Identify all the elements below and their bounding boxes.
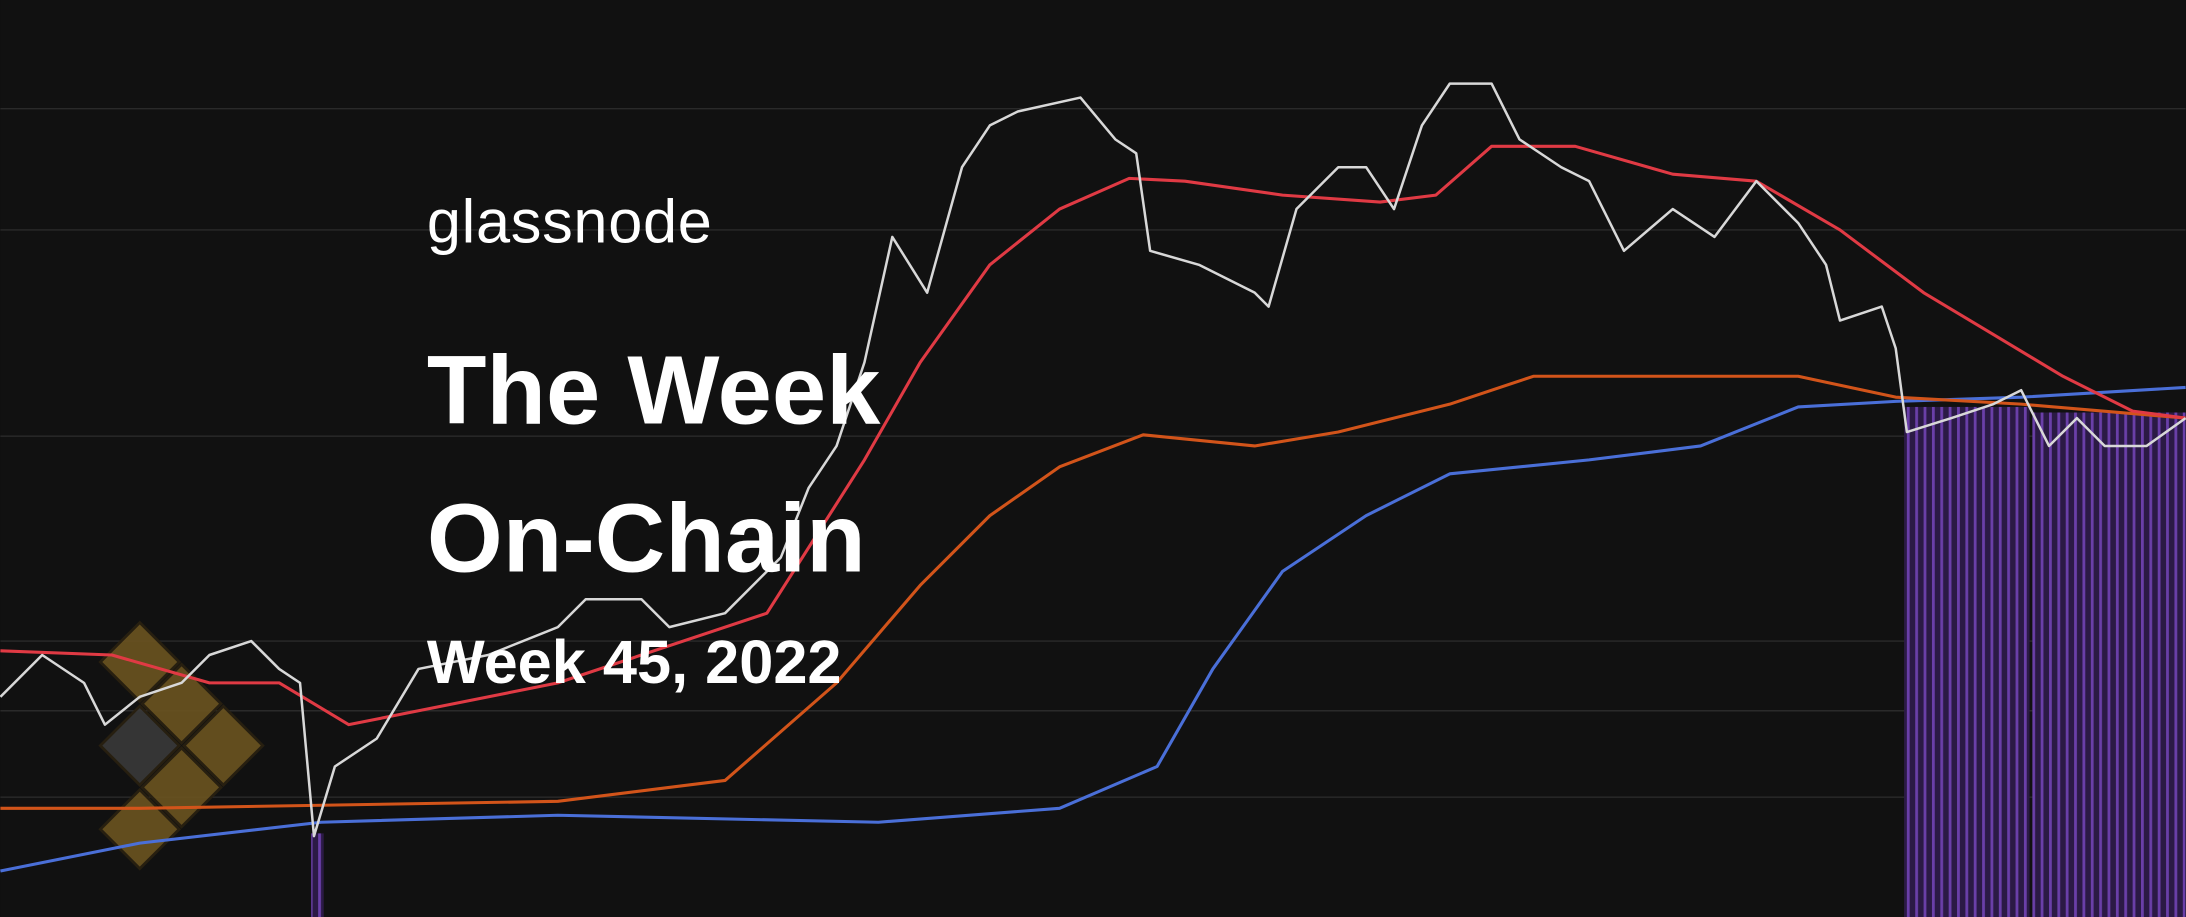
grid [0,108,2186,798]
title-line-2: On-Chain [427,483,866,592]
orange-line [0,374,2186,810]
chart-lines [0,82,2186,873]
brand: glassnode [427,186,713,255]
red-line [0,144,2186,727]
blue-line [0,385,2186,873]
price-line [0,82,2186,838]
purple-bars [311,406,2186,917]
subtitle: Week 45, 2022 [427,627,842,696]
title-line-1: The Week [427,336,881,445]
